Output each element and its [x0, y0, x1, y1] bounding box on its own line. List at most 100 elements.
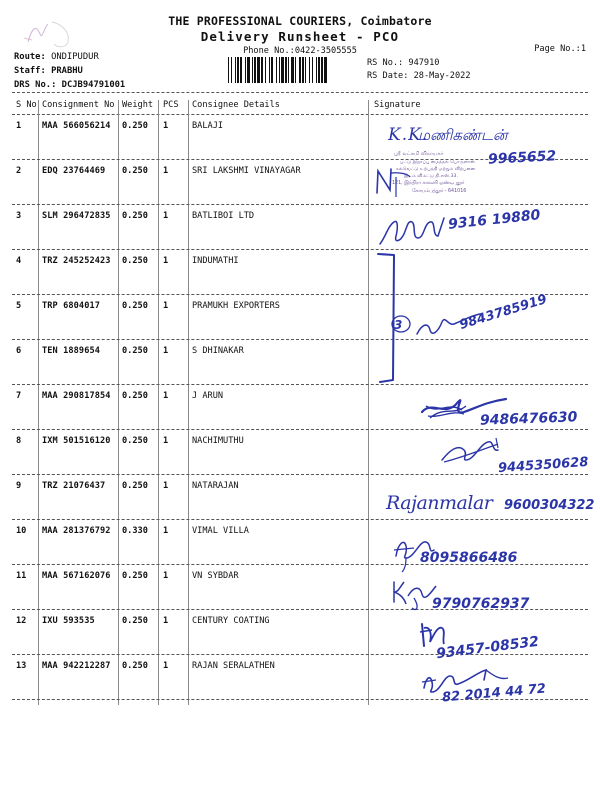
cell-consignee-details: VIMAL VILLA [192, 526, 249, 536]
cell-weight: 0.250 [122, 121, 148, 131]
column-header-divider [12, 114, 588, 115]
cell-weight: 0.250 [122, 481, 148, 491]
rubber-stamp-line-5: 121, இந்திரா காலனி ஒண்டிபுதூர் [392, 181, 465, 186]
cell-pcs: 1 [163, 436, 169, 446]
column-header-weight: Weight [122, 100, 154, 110]
cell-consignee-details: RAJAN SERALATHEN [192, 661, 275, 671]
table-row: 12 IXU 593535 0.250 1 CENTURY COATING [0, 612, 600, 657]
cell-consignment-no: TRZ 245252423 [42, 256, 111, 266]
row-divider [12, 519, 588, 520]
cell-weight: 0.250 [122, 346, 148, 356]
cell-weight: 0.250 [122, 301, 148, 311]
cell-consignment-no: TRP 6804017 [42, 301, 101, 311]
rubber-stamp-line-6: கோயம்பத்தூர் - 641016 [412, 189, 467, 194]
rs-number-label: RS No.: [367, 58, 404, 68]
row-divider [12, 699, 588, 700]
signature-row-1: K.K. [388, 125, 429, 145]
cell-pcs: 1 [163, 481, 169, 491]
cell-consignee-details: BATLIBOI LTD [192, 211, 255, 221]
phone-number-label: Phone No.:0422-3505555 [243, 46, 357, 56]
cell-weight: 0.250 [122, 211, 148, 221]
col-divider-3 [158, 100, 159, 705]
row-divider [12, 609, 588, 610]
table-row: 3 SLM 296472835 0.250 1 BATLIBOI LTD [0, 207, 600, 252]
cell-pcs: 1 [163, 391, 169, 401]
row-divider [12, 654, 588, 655]
cell-sno: 4 [16, 256, 22, 266]
signature-row-10-phone: 8095866486 [420, 550, 518, 566]
company-name: THE PROFESSIONAL COURIERS, Coimbatore [168, 14, 432, 28]
staff-value: PRABHU [51, 66, 83, 76]
rubber-stamp-line-2: பட்டு இறாப்பு மைத்தல் பொருளான் [400, 160, 475, 165]
table-row: 13 MAA 942212287 0.250 1 RAJAN SERALATHEN [0, 657, 600, 702]
cell-consignment-no: MAA 566056214 [42, 121, 111, 131]
cell-consignee-details: BALAJI [192, 121, 224, 131]
row-divider [12, 204, 588, 205]
rs-number-value: 947910 [408, 58, 440, 68]
col-divider-4 [188, 100, 189, 705]
row-divider [12, 339, 588, 340]
cell-pcs: 1 [163, 121, 169, 131]
staff-field: Staff: PRABHU [14, 66, 83, 76]
cell-weight: 0.330 [122, 526, 148, 536]
signature-row-9-name: Rajanmalar [386, 492, 493, 514]
cell-consignment-no: MAA 567162076 [42, 571, 111, 581]
cell-pcs: 1 [163, 256, 169, 266]
row-divider [12, 384, 588, 385]
rubber-stamp-line-1: ஸ்ரீ லட்சுமி விநாயகர் [394, 151, 444, 157]
col-divider-2 [118, 100, 119, 705]
cell-sno: 3 [16, 211, 22, 221]
rubber-stamp-line-4: இடம் விம்ட்டு தி.எஸ்.33. [404, 174, 458, 179]
row-divider [12, 429, 588, 430]
cell-pcs: 1 [163, 211, 169, 221]
staff-label: Staff: [14, 66, 46, 76]
cell-pcs: 1 [163, 301, 169, 311]
barcode [228, 57, 348, 83]
column-header-consignee-details: Consignee Details [192, 100, 280, 110]
cell-consignment-no: IXM 501516120 [42, 436, 111, 446]
cell-sno: 7 [16, 391, 22, 401]
table-row: 8 IXM 501516120 0.250 1 NACHIMUTHU [0, 432, 600, 477]
signature-row-11-phone: 9790762937 [432, 596, 530, 612]
cell-consignee-details: NATARAJAN [192, 481, 239, 491]
cell-consignment-no: MAA 281376792 [42, 526, 111, 536]
cell-weight: 0.250 [122, 436, 148, 446]
table-row: 4 TRZ 245252423 0.250 1 INDUMATHI [0, 252, 600, 297]
cell-pcs: 1 [163, 346, 169, 356]
col-divider-5 [368, 100, 369, 705]
cell-consignment-no: SLM 296472835 [42, 211, 111, 221]
drs-number-field: DRS No.: DCJB94791001 [14, 80, 125, 90]
rs-date-label: RS Date: [367, 71, 409, 81]
drs-number-value: DCJB94791001 [61, 80, 126, 90]
column-header-sno: S No [16, 100, 37, 110]
page-number-label: Page No.:1 [534, 44, 586, 54]
signature-row-1-tamil: மணிகண்டன் [418, 126, 508, 144]
cell-sno: 1 [16, 121, 22, 131]
cell-consignee-details: CENTURY COATING [192, 616, 270, 626]
signature-row-7-phone: 9486476630 [479, 409, 578, 429]
table-row: 7 MAA 290817854 0.250 1 J ARUN [0, 387, 600, 432]
table-row: 6 TEN 1889654 0.250 1 S DHINAKAR [0, 342, 600, 387]
cell-sno: 9 [16, 481, 22, 491]
cell-consignee-details: VN SYBDAR [192, 571, 239, 581]
cell-sno: 6 [16, 346, 22, 356]
table-row: 9 TRZ 21076437 0.250 1 NATARAJAN [0, 477, 600, 522]
cell-pcs: 1 [163, 526, 169, 536]
route-label: Route: [14, 52, 46, 62]
table-row: 10 MAA 281376792 0.330 1 VIMAL VILLA [0, 522, 600, 567]
table-row: 1 MAA 566056214 0.250 1 BALAJI [0, 117, 600, 162]
table-row: 5 TRP 6804017 0.250 1 PRAMUKH EXPORTERS [0, 297, 600, 342]
signature-row-5-mark: 3 [394, 318, 403, 332]
cell-sno: 10 [16, 526, 27, 536]
cell-consignment-no: EDQ 23764469 [42, 166, 106, 176]
cell-sno: 2 [16, 166, 22, 176]
column-header-consignment-no: Consignment No [42, 100, 115, 110]
cell-consignee-details: PRAMUKH EXPORTERS [192, 301, 280, 311]
rs-number-field: RS No.: 947910 [367, 58, 439, 68]
cell-pcs: 1 [163, 616, 169, 626]
cell-consignee-details: NACHIMUTHU [192, 436, 244, 446]
rs-date-value: 28-May-2022 [413, 71, 471, 81]
cell-consignment-no: MAA 290817854 [42, 391, 111, 401]
header-divider [12, 92, 588, 93]
